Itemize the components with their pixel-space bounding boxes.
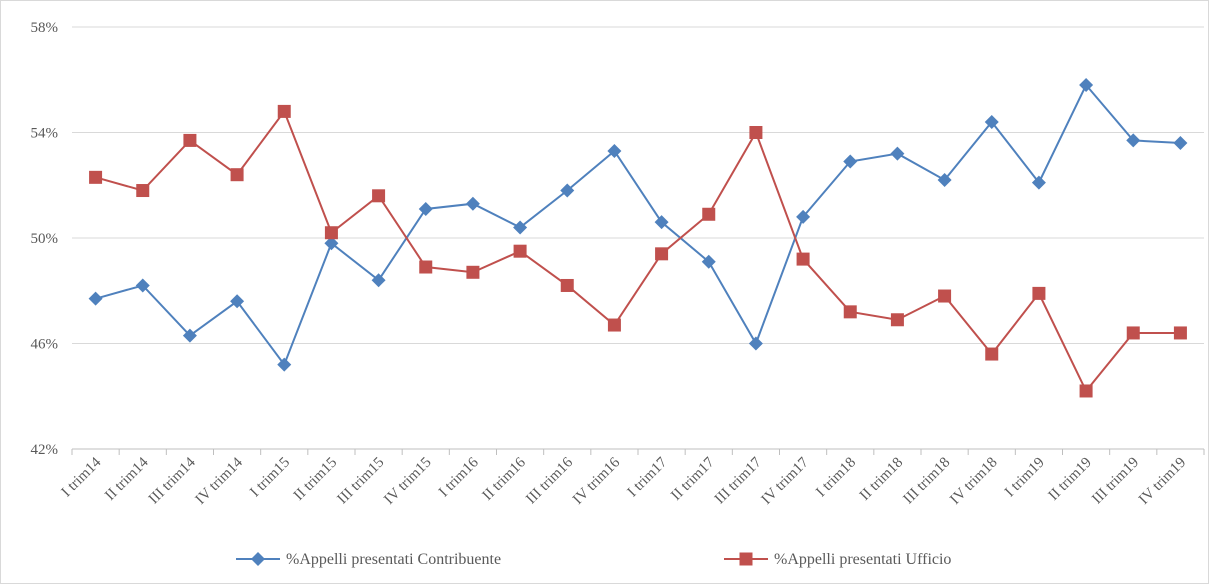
point <box>748 336 763 351</box>
point <box>702 207 716 221</box>
point <box>655 247 669 261</box>
point <box>749 126 763 139</box>
legend-marker <box>251 552 265 566</box>
y-tick-label: 46% <box>31 337 59 353</box>
point <box>230 168 244 182</box>
point <box>277 357 292 372</box>
point <box>465 196 480 211</box>
point <box>1032 286 1046 300</box>
point <box>372 189 386 203</box>
point <box>607 143 622 158</box>
y-tick-label: 58% <box>31 20 59 36</box>
point <box>1173 136 1188 151</box>
point <box>513 244 527 258</box>
point <box>324 226 338 240</box>
y-tick-label: 42% <box>31 442 59 458</box>
point <box>371 273 386 288</box>
point <box>937 172 952 187</box>
series-line <box>95 109 1181 393</box>
point <box>985 347 999 361</box>
point <box>560 278 574 292</box>
point <box>418 201 433 216</box>
point <box>1031 175 1046 190</box>
point <box>654 215 669 230</box>
series-line <box>95 83 1181 367</box>
point <box>182 328 197 343</box>
point <box>890 146 905 161</box>
legend-label: %Appelli presentati Contribuente <box>286 551 501 568</box>
point <box>607 318 621 332</box>
point <box>135 278 150 293</box>
point <box>796 252 810 266</box>
point <box>89 170 103 184</box>
point <box>843 305 857 319</box>
point <box>1173 326 1187 340</box>
point <box>277 104 291 118</box>
point <box>796 209 811 224</box>
point <box>183 133 197 147</box>
point <box>1126 133 1141 148</box>
point <box>1079 384 1093 398</box>
legend-marker <box>739 552 753 566</box>
point <box>984 114 999 129</box>
legend-label: %Appelli presentati Ufficio <box>774 551 951 568</box>
point <box>88 291 103 306</box>
point <box>843 154 858 169</box>
point <box>560 183 575 198</box>
point <box>136 184 150 198</box>
point <box>419 260 433 274</box>
point <box>890 313 904 327</box>
point <box>1079 78 1094 93</box>
point <box>1126 326 1140 340</box>
point <box>701 254 716 269</box>
point <box>513 220 528 235</box>
point <box>324 236 339 251</box>
y-tick-label: 50% <box>31 231 59 247</box>
point <box>230 294 245 309</box>
y-tick-label: 54% <box>31 126 59 142</box>
point <box>938 289 952 303</box>
point <box>466 265 480 279</box>
